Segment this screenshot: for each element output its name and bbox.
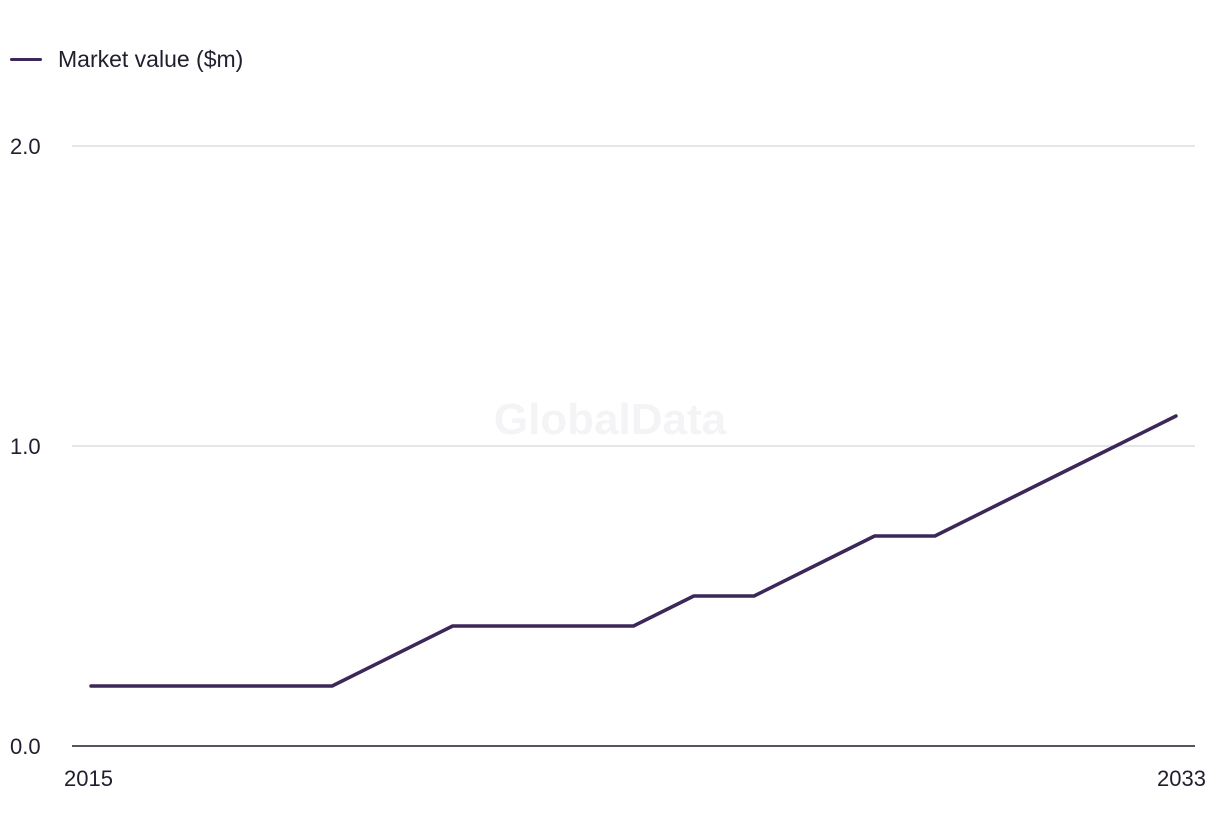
y-tick-label: 1.0 [10, 434, 41, 459]
legend-swatch [10, 58, 42, 61]
series-line [89, 414, 1178, 688]
legend-label: Market value ($m) [58, 46, 244, 72]
x-axis-ticks: 2015 2033 [64, 766, 1206, 791]
x-tick-label: 2033 [1157, 766, 1206, 791]
watermark-text: GlobalData [494, 395, 727, 444]
y-axis-ticks: 2.0 1.0 0.0 [10, 134, 41, 759]
y-tick-label: 0.0 [10, 734, 41, 759]
x-tick-label: 2015 [64, 766, 113, 791]
y-tick-label: 2.0 [10, 134, 41, 159]
series-group [89, 414, 1178, 688]
legend: Market value ($m) [10, 46, 243, 73]
grid-lines [72, 145, 1195, 747]
